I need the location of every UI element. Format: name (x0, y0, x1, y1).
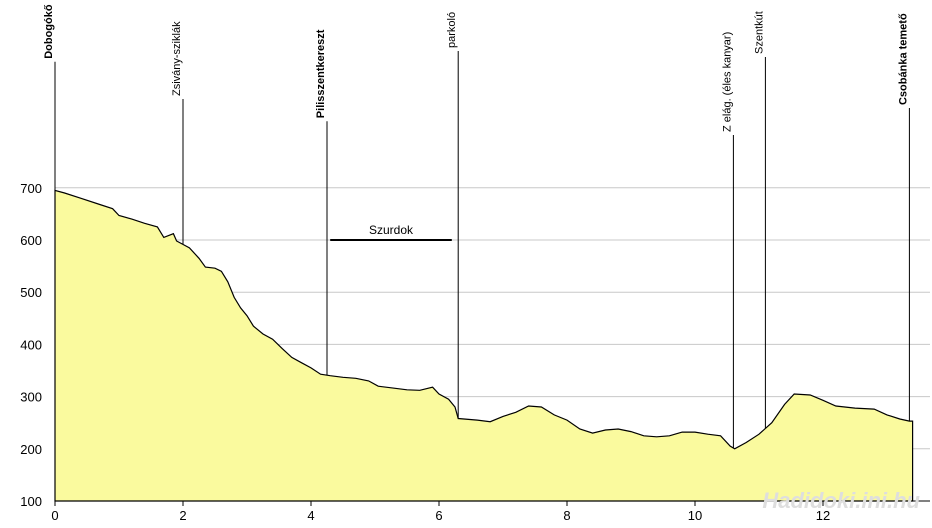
y-tick-label: 100 (20, 494, 42, 509)
szurdok-annotation: Szurdok (330, 223, 452, 241)
x-tick-label: 0 (51, 508, 58, 523)
waypoint-label: Szentkút (753, 11, 765, 54)
waypoint-label: Z elág. (éles kanyar) (721, 32, 733, 132)
y-tick-label: 400 (20, 337, 42, 352)
watermark: Hadidoki.ini.hu (762, 488, 920, 513)
axes (54, 185, 930, 502)
x-tick-label: 8 (563, 508, 570, 523)
waypoint-markers: Dobogókő Zsivány-sziklák Pilisszentkereszt… (43, 4, 910, 449)
y-tick-label: 500 (20, 285, 42, 300)
x-tick-label: 4 (307, 508, 314, 523)
y-tick-labels: 100 200 300 400 500 600 700 (20, 181, 42, 509)
szurdok-label: Szurdok (369, 223, 414, 237)
waypoint-label: Pilisszentkereszt (315, 29, 327, 118)
y-tick-label: 700 (20, 181, 42, 196)
y-tick-label: 300 (20, 390, 42, 405)
x-tick-label: 12 (816, 508, 830, 523)
waypoint-label: parkoló (446, 12, 458, 48)
waypoint-label: Zsivány-sziklák (171, 21, 183, 96)
waypoint-label: Dobogókő (43, 4, 55, 59)
y-tick-label: 600 (20, 233, 42, 248)
x-tick-labels: 0 2 4 6 8 10 12 (51, 501, 830, 523)
x-tick-label: 10 (688, 508, 702, 523)
y-tick-label: 200 (20, 442, 42, 457)
elevation-area (54, 189, 914, 502)
x-tick-label: 6 (435, 508, 442, 523)
x-tick-label: 2 (179, 508, 186, 523)
waypoint-label: Csobánka temető (897, 13, 909, 105)
